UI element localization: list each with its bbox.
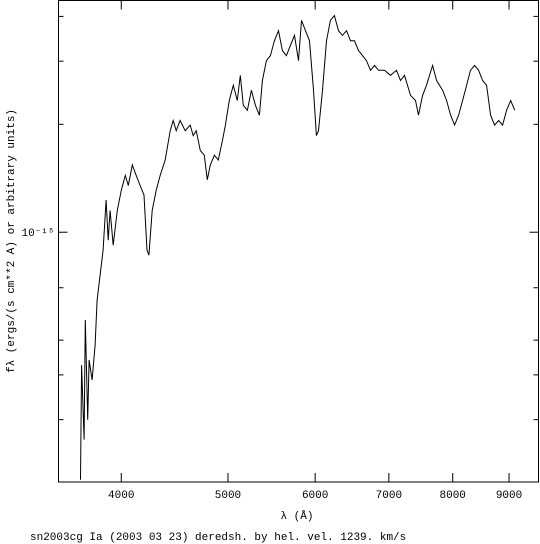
x-tick-label: 6000 — [302, 490, 328, 502]
x-tick-label: 9000 — [496, 490, 522, 502]
spectrum-line — [80, 14, 516, 480]
x-tick-label: 7000 — [376, 490, 402, 502]
x-axis-label: λ (Å) — [280, 510, 313, 523]
y-axis-label: fλ (ergs/(s cm**2 A) or arbitrary units) — [6, 109, 18, 373]
caption: sn2003cg Ia (2003 03 23) deredsh. by hel… — [30, 532, 406, 544]
x-tick-label: 5000 — [215, 490, 241, 502]
x-tick-label: 4000 — [108, 490, 134, 502]
y-tick-label: 10⁻¹⁵ — [21, 228, 54, 240]
x-tick-label: 8000 — [440, 490, 466, 502]
plot-frame — [58, 0, 539, 483]
